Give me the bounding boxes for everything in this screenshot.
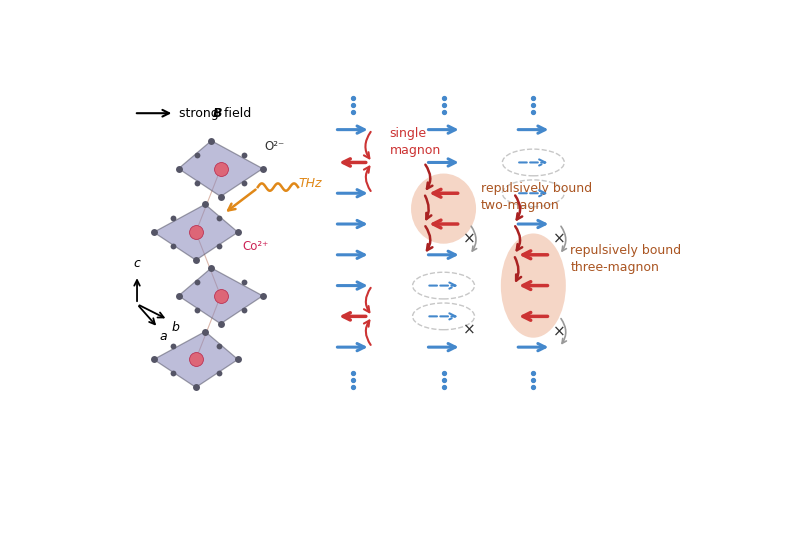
Text: field: field <box>220 107 251 120</box>
Text: b: b <box>172 321 180 334</box>
Text: single
magnon: single magnon <box>390 127 441 157</box>
Text: repulsively bound
three-magnon: repulsively bound three-magnon <box>570 244 682 274</box>
Polygon shape <box>178 268 263 324</box>
Ellipse shape <box>411 174 476 244</box>
Text: a: a <box>160 330 168 343</box>
Text: strong: strong <box>179 107 223 120</box>
Text: O²⁻: O²⁻ <box>264 140 284 152</box>
Polygon shape <box>153 204 238 260</box>
Polygon shape <box>153 332 238 387</box>
Text: ×: × <box>553 324 566 339</box>
Text: Co²⁺: Co²⁺ <box>242 240 268 253</box>
Text: THz: THz <box>298 177 321 190</box>
Text: B: B <box>213 107 223 120</box>
Ellipse shape <box>501 233 566 338</box>
Text: ×: × <box>463 322 476 337</box>
Text: ×: × <box>553 232 566 247</box>
Text: c: c <box>133 257 141 270</box>
Polygon shape <box>178 141 263 197</box>
Text: repulsively bound
two-magnon: repulsively bound two-magnon <box>481 182 592 212</box>
Text: ×: × <box>463 232 476 247</box>
